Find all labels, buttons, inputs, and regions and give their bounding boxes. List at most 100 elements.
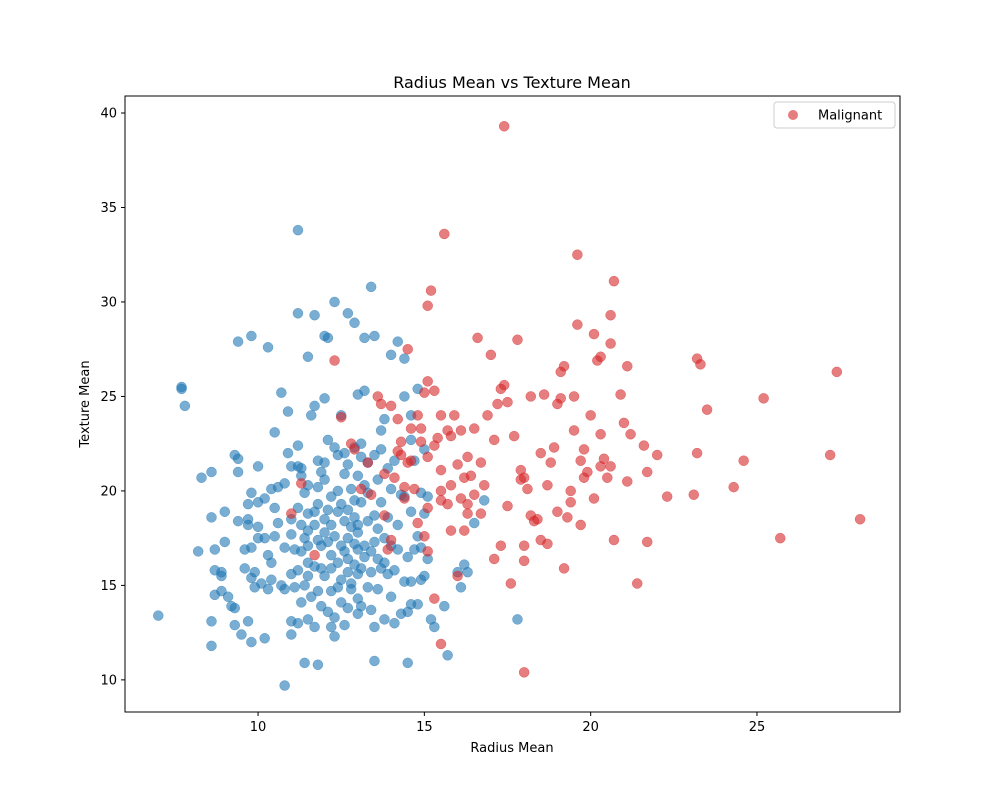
benign-point (292, 440, 304, 451)
benign-point (289, 582, 300, 593)
benign-point (339, 619, 350, 631)
benign-point (282, 447, 294, 459)
malignant-point (535, 447, 547, 459)
benign-point (292, 308, 304, 319)
malignant-point (419, 531, 430, 542)
benign-point (405, 506, 417, 517)
malignant-point (565, 485, 576, 497)
malignant-point (432, 432, 443, 444)
malignant-point (854, 514, 866, 525)
malignant-point (595, 351, 606, 363)
malignant-point (425, 285, 437, 296)
malignant-point (469, 489, 480, 500)
benign-point (209, 544, 221, 555)
malignant-point (518, 472, 530, 483)
benign-point (302, 570, 314, 582)
benign-point (242, 498, 254, 510)
benign-point (329, 531, 340, 542)
benign-point (192, 546, 204, 557)
malignant-point (395, 436, 407, 448)
malignant-point (422, 451, 433, 463)
benign-point (232, 336, 244, 347)
malignant-point (532, 514, 543, 525)
benign-point (269, 427, 280, 438)
benign-point (429, 621, 440, 633)
benign-point (272, 517, 284, 529)
malignant-point (824, 449, 836, 461)
malignant-point (641, 536, 653, 548)
malignant-point (422, 502, 433, 514)
benign-point (369, 510, 380, 521)
malignant-point (385, 400, 397, 412)
benign-point (422, 491, 433, 502)
y-tick-label: 20 (100, 484, 117, 499)
malignant-point (512, 334, 523, 345)
malignant-point (422, 376, 433, 387)
benign-point (292, 224, 304, 236)
y-tick-label: 35 (100, 201, 117, 216)
malignant-point (459, 525, 470, 536)
benign-point (385, 349, 397, 361)
x-tick-label: 15 (416, 720, 433, 735)
benign-point (369, 655, 380, 667)
x-tick-label: 10 (250, 720, 267, 735)
malignant-point (608, 275, 620, 287)
malignant-point (452, 459, 463, 470)
malignant-point (409, 483, 420, 495)
benign-point (292, 617, 304, 629)
malignant-point (492, 398, 503, 410)
benign-point (246, 330, 257, 342)
malignant-point (445, 430, 457, 442)
benign-point (276, 387, 287, 398)
benign-point (242, 519, 254, 531)
benign-point (319, 393, 330, 404)
benign-point (365, 546, 377, 557)
benign-point (342, 566, 354, 578)
malignant-point (575, 455, 586, 466)
malignant-point (365, 489, 377, 500)
benign-point (369, 621, 380, 633)
benign-point (229, 619, 241, 631)
benign-point (399, 391, 410, 402)
benign-point (302, 614, 314, 625)
benign-point (309, 309, 320, 321)
legend-marker-malignant (788, 110, 798, 120)
benign-point (365, 604, 377, 616)
benign-point (236, 629, 247, 640)
y-axis-label: Texture Mean (78, 360, 93, 448)
benign-point (352, 519, 364, 531)
benign-point (329, 631, 340, 642)
benign-point (246, 542, 257, 553)
malignant-point (572, 319, 583, 330)
benign-point (379, 413, 390, 425)
benign-point (325, 621, 337, 633)
malignant-point (542, 480, 553, 491)
benign-point (269, 531, 280, 542)
plot-area-frame (124, 95, 901, 713)
benign-point (359, 385, 370, 397)
malignant-point (472, 332, 483, 344)
malignant-point (455, 425, 467, 436)
y-tick-label: 10 (100, 673, 117, 688)
benign-point (389, 565, 400, 576)
benign-point (196, 472, 207, 483)
malignant-point (661, 491, 673, 502)
malignant-point (469, 423, 480, 434)
benign-point (206, 466, 217, 478)
malignant-point (488, 434, 500, 446)
benign-point (219, 506, 231, 517)
x-axis-label: Radius Mean (470, 741, 553, 756)
malignant-point (478, 480, 490, 491)
malignant-point (498, 120, 510, 132)
benign-point (442, 650, 453, 661)
malignant-point (382, 544, 394, 555)
benign-point (252, 521, 264, 533)
malignant-point (758, 393, 769, 404)
malignant-point (498, 379, 510, 391)
malignant-point (605, 309, 616, 321)
malignant-point (475, 457, 487, 468)
malignant-point (651, 449, 663, 461)
malignant-point (449, 410, 460, 421)
